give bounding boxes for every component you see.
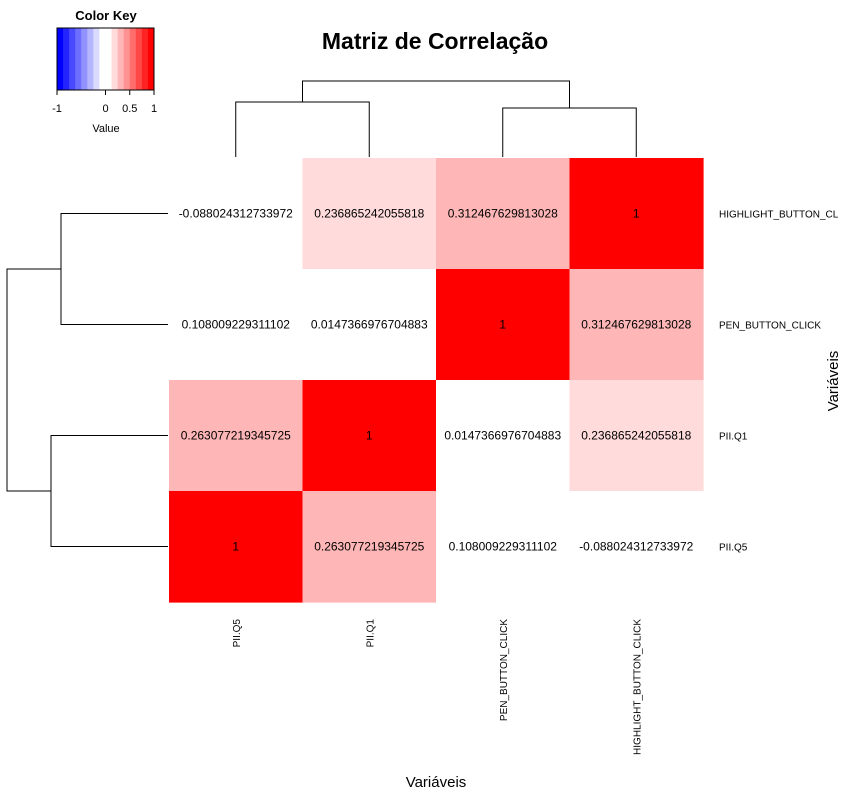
heatmap-cell-label: 0.312467629813028 — [581, 318, 691, 332]
color-key-tick-label: 1 — [151, 103, 157, 115]
heatmap-cell — [569, 158, 704, 270]
color-key-band — [57, 28, 64, 90]
heatmap-cell-label: 0.236865242055818 — [314, 207, 424, 221]
color-key-band — [117, 28, 125, 90]
row-label-pen-button-click: PEN_BUTTON_CLICK — [719, 321, 821, 332]
color-key-band — [63, 28, 70, 90]
column-labels: PII.Q5 PII.Q1 PEN_BUTTON_CLICK HIGHLIGHT_BU… — [232, 619, 644, 755]
row-label-pii-q5: PII.Q5 — [719, 543, 748, 554]
row-dendrogram-root — [6, 268, 61, 492]
heatmap-cell — [169, 380, 304, 492]
heatmap-cell-label: 0.108009229311102 — [449, 540, 558, 554]
column-label-pii-q1: PII.Q1 — [365, 619, 376, 648]
column-dendrogram-branch-left — [235, 101, 370, 157]
heatmap-cell — [169, 269, 304, 381]
color-key-tick-label: 0 — [102, 103, 108, 115]
row-dendrogram-branch-top — [60, 213, 168, 325]
heatmap-cell-label: -0.088024312733972 — [179, 207, 293, 221]
heatmap-cell-label: 0.108009229311102 — [182, 318, 291, 332]
column-label-pen-button-click: PEN_BUTTON_CLICK — [499, 619, 510, 721]
color-key-band — [75, 28, 82, 90]
color-key-axis: -1 0 0.5 1 — [52, 89, 157, 115]
heatmap-cell-label: 1 — [232, 540, 239, 554]
color-key-band — [111, 28, 119, 90]
column-label-highlight-button-click: HIGHLIGHT_BUTTON_CLICK — [632, 619, 643, 755]
heatmap-cell — [436, 491, 571, 603]
color-key-legend: Color Key -1 0 0.5 1 Value — [52, 8, 157, 135]
heatmap-cell-label: 0.0147366976704883 — [444, 429, 561, 443]
heatmap-cell-label: 0.263077219345725 — [181, 429, 291, 443]
color-key-band — [93, 28, 100, 90]
color-key-band — [135, 28, 143, 90]
color-key-band — [87, 28, 94, 90]
color-key-band — [81, 28, 88, 90]
heatmap-cell — [302, 380, 437, 492]
heatmap-cell-label: 1 — [366, 429, 373, 443]
heatmap-cell — [436, 158, 571, 270]
heatmap-cell — [569, 269, 704, 381]
row-dendrogram-branch-bottom — [50, 435, 168, 547]
column-dendrogram — [235, 80, 637, 157]
row-dendrogram — [6, 213, 168, 547]
heatmap-cell-label: -0.088024312733972 — [579, 540, 693, 554]
heatmap-cell — [169, 491, 304, 603]
column-label-pii-q5: PII.Q5 — [232, 619, 243, 648]
heatmap-cell-label: 0.0147366976704883 — [311, 318, 428, 332]
color-key-band — [99, 28, 106, 90]
row-labels: HIGHLIGHT_BUTTON_CL PEN_BUTTON_CLICK PII.Q… — [719, 210, 839, 554]
heatmap-cells — [169, 158, 704, 603]
heatmap-cell-label: 0.312467629813028 — [448, 207, 558, 221]
heatmap-cell-label: 1 — [633, 207, 640, 221]
color-key-gradient — [57, 28, 155, 90]
color-key-band — [123, 28, 131, 90]
color-key-band — [147, 28, 155, 90]
heatmap-cell — [436, 269, 571, 381]
color-key-band — [105, 28, 112, 90]
heatmap-cell — [569, 380, 704, 492]
heatmap-cell-labels: -0.088024312733972 0.236865242055818 0.312… — [179, 207, 694, 554]
color-key-band — [69, 28, 76, 90]
heatmap-cell — [302, 158, 437, 270]
row-label-pii-q1: PII.Q1 — [719, 432, 748, 443]
heatmap-cell-label: 0.263077219345725 — [314, 540, 424, 554]
heatmap-cell — [436, 380, 571, 492]
heatmap-cell-label: 1 — [499, 318, 506, 332]
heatmap-cell — [169, 158, 304, 270]
color-key-band — [141, 28, 149, 90]
heatmap-cell-label: 0.236865242055818 — [581, 429, 691, 443]
heatmap-cell — [302, 491, 437, 603]
color-key-value-label: Value — [92, 123, 119, 135]
color-key-tick-label: 0.5 — [122, 103, 137, 115]
color-key-title: Color Key — [75, 8, 137, 23]
column-dendrogram-root — [302, 80, 570, 108]
row-label-highlight-button-cl: HIGHLIGHT_BUTTON_CL — [719, 210, 839, 221]
y-axis-title: Variáveis — [825, 351, 842, 412]
color-key-band — [129, 28, 137, 90]
heatmap-cell — [569, 491, 704, 603]
column-dendrogram-branch-right — [502, 107, 637, 157]
x-axis-title: Variáveis — [406, 774, 467, 791]
chart-title: Matriz de Correlação — [322, 28, 548, 54]
color-key-tick-label: -1 — [52, 103, 62, 115]
heatmap-cell — [302, 269, 437, 381]
